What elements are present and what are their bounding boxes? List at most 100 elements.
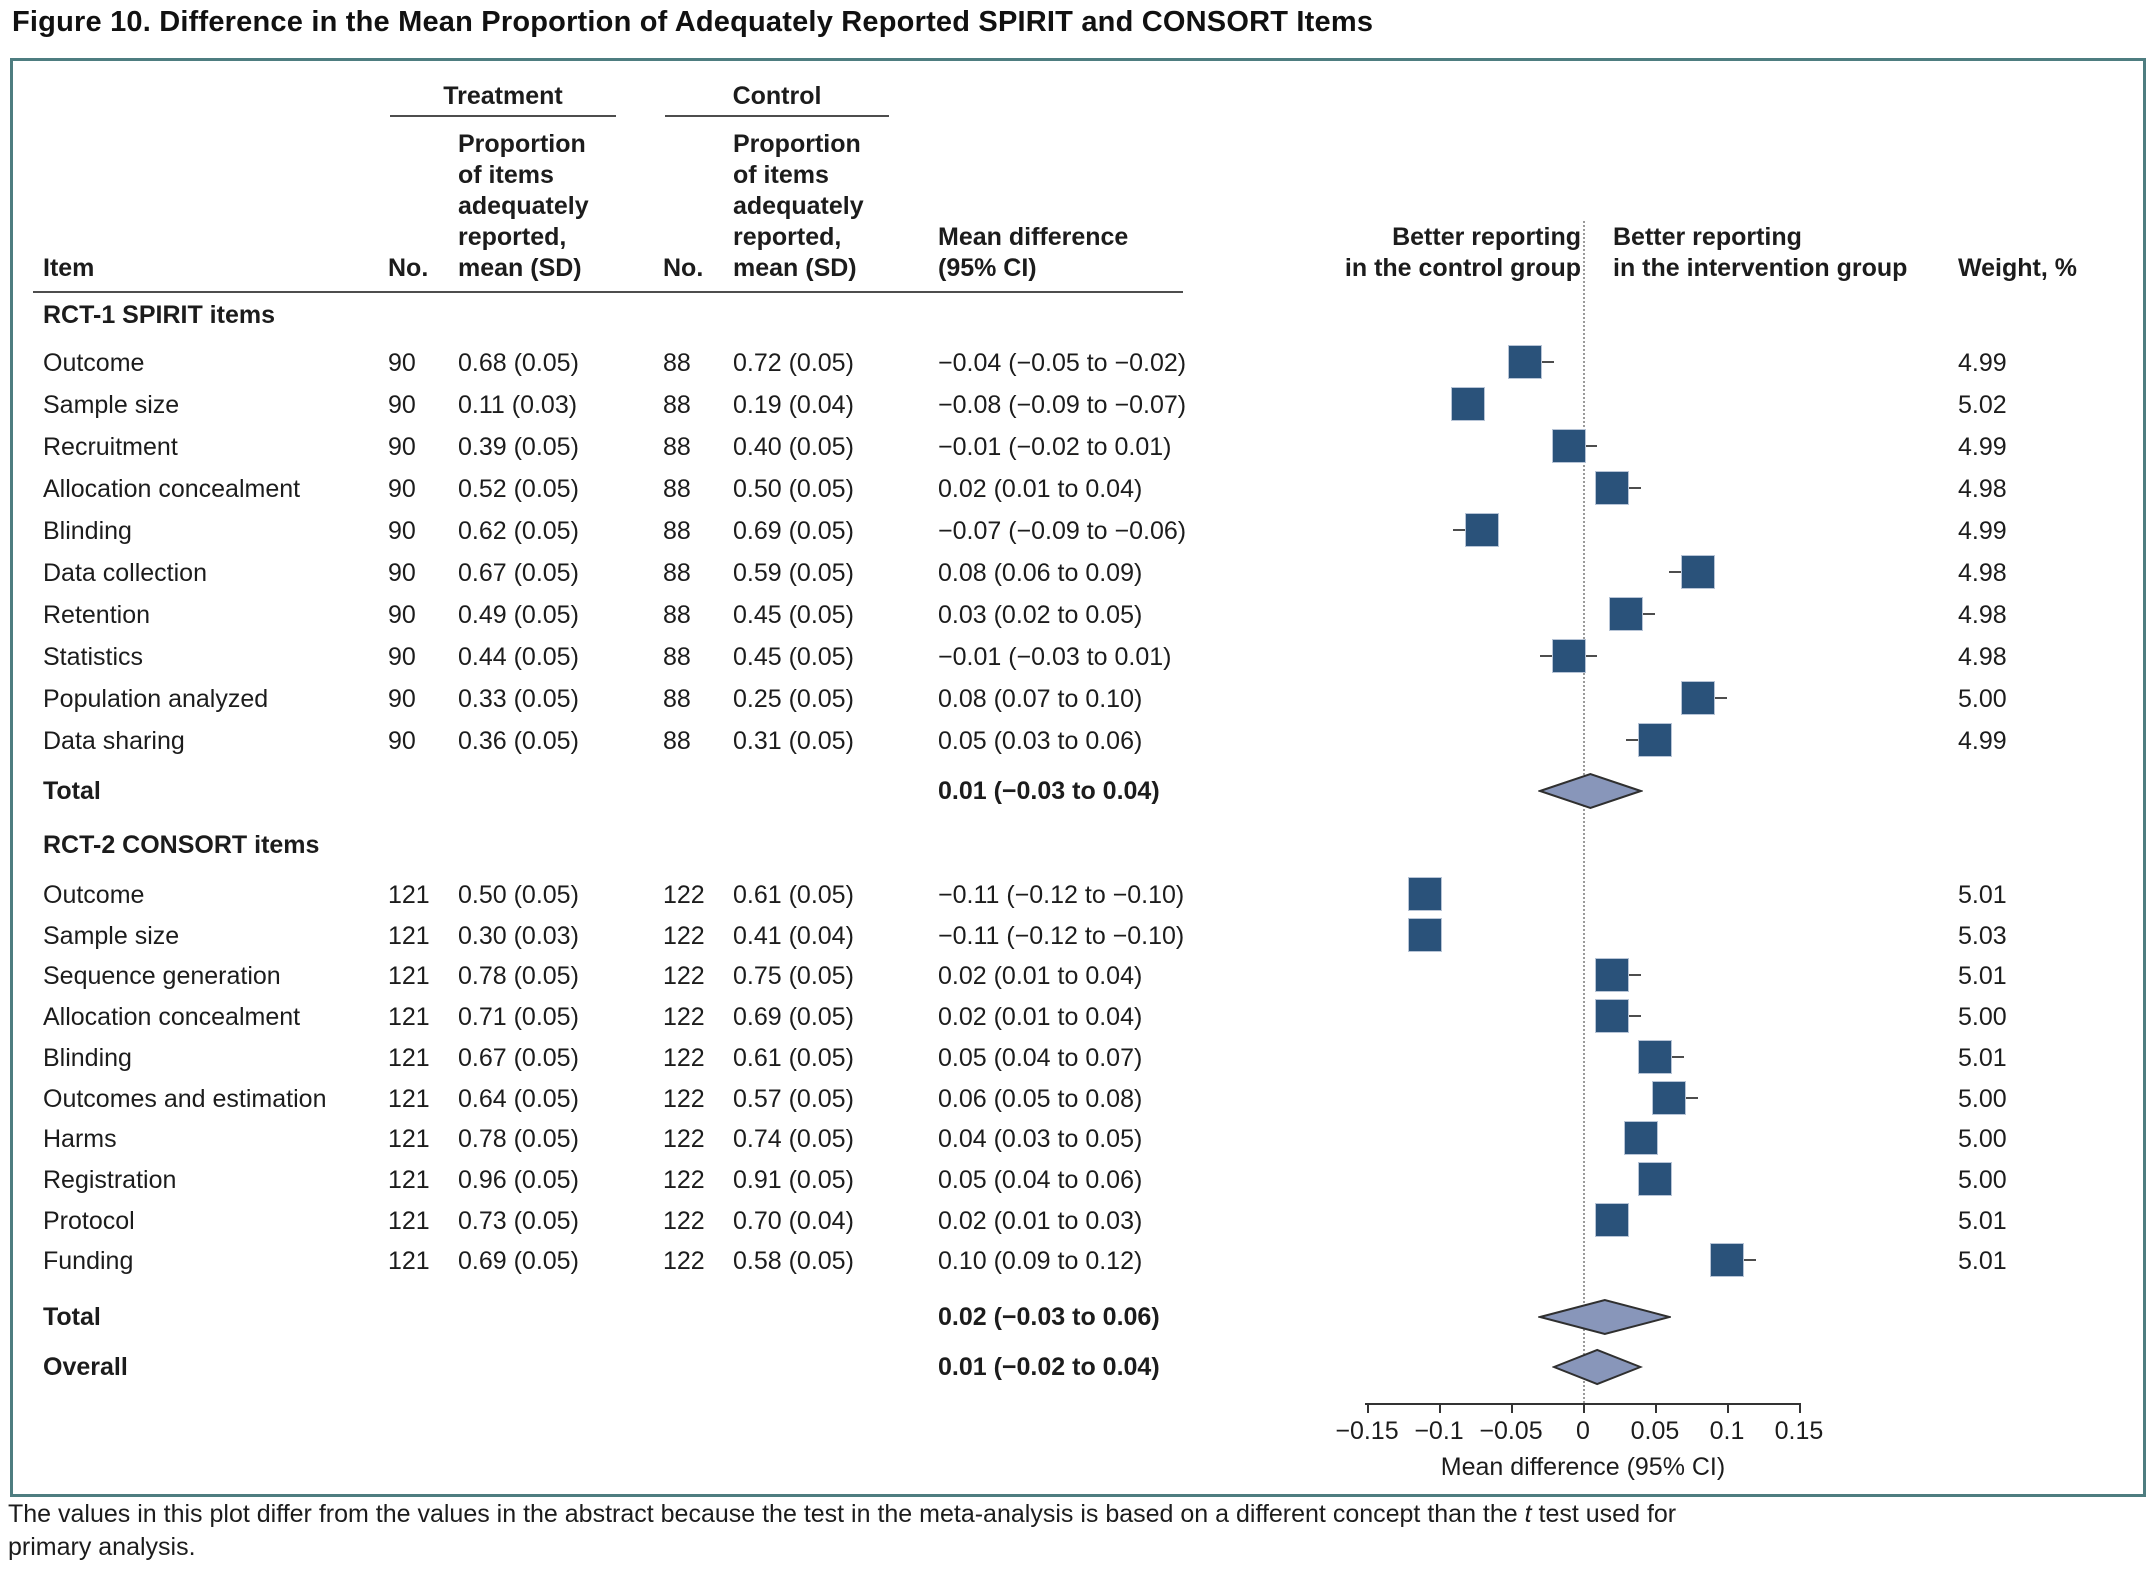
treatment-n: 90 (388, 349, 416, 377)
axis-tick (1727, 1403, 1729, 1413)
treatment-n: 121 (388, 1247, 430, 1275)
treatment-n: 121 (388, 1125, 430, 1153)
table-row: Sequence generation 121 0.78 (0.05) 122 0.75… (13, 962, 2143, 990)
treatment-mean-sd: 0.78 (0.05) (458, 1125, 579, 1153)
mean-difference-value: 0.05 (0.03 to 0.06) (938, 727, 1143, 755)
control-mean-sd: 0.31 (0.05) (733, 727, 854, 755)
treatment-n: 121 (388, 1166, 430, 1194)
treatment-n: 121 (388, 962, 430, 990)
item-label: Allocation concealment (43, 1003, 301, 1031)
total-mean-difference: 0.01 (−0.03 to 0.04) (938, 777, 1160, 805)
treatment-mean-sd: 0.96 (0.05) (458, 1166, 579, 1194)
control-mean-sd: 0.59 (0.05) (733, 559, 854, 587)
effect-square (1508, 345, 1543, 379)
control-n: 88 (663, 685, 691, 713)
item-label: Population analyzed (43, 685, 269, 713)
table-row: Overall 0.01 (−0.02 to 0.04) (13, 1353, 2143, 1381)
treatment-n: 121 (388, 881, 430, 909)
treatment-n: 121 (388, 1207, 430, 1235)
weight-value: 5.01 (1958, 1207, 2007, 1235)
treatment-mean-sd: 0.73 (0.05) (458, 1207, 579, 1235)
item-label: Harms (43, 1125, 117, 1153)
axis-tick (1367, 1403, 1369, 1413)
mean-difference-value: 0.06 (0.05 to 0.08) (938, 1085, 1143, 1113)
treatment-mean-sd: 0.49 (0.05) (458, 601, 579, 629)
axis-tick-label: −0.1 (1414, 1417, 1464, 1445)
effect-square (1407, 877, 1442, 911)
effect-square (1450, 387, 1485, 421)
mean-difference-value: 0.05 (0.04 to 0.07) (938, 1044, 1143, 1072)
control-mean-sd: 0.75 (0.05) (733, 962, 854, 990)
item-label: Protocol (43, 1207, 135, 1235)
mean-difference-value: 0.02 (0.01 to 0.04) (938, 1003, 1143, 1031)
mean-difference-value: −0.04 (−0.05 to −0.02) (938, 349, 1187, 377)
section-header: RCT-2 CONSORT items (43, 831, 320, 859)
effect-square (1465, 513, 1500, 547)
table-row: Blinding 121 0.67 (0.05) 122 0.61 (0.05) 0.05… (13, 1044, 2143, 1072)
axis-tick-label: 0 (1576, 1417, 1590, 1445)
effect-square (1652, 1081, 1687, 1115)
weight-value: 5.00 (1958, 1085, 2007, 1113)
control-mean-sd: 0.45 (0.05) (733, 601, 854, 629)
effect-square (1681, 555, 1716, 589)
treatment-n: 90 (388, 643, 416, 671)
effect-square (1638, 1162, 1672, 1196)
control-n: 122 (663, 962, 705, 990)
treatment-mean-sd: 0.52 (0.05) (458, 475, 579, 503)
effect-square (1594, 999, 1629, 1033)
table-row: Data sharing 90 0.36 (0.05) 88 0.31 (0.05) 0.… (13, 727, 2143, 755)
table-row: Population analyzed 90 0.33 (0.05) 88 0.25 (… (13, 685, 2143, 713)
figure-title: Figure 10. Difference in the Mean Propor… (12, 6, 1374, 38)
table-row: Total 0.02 (−0.03 to 0.06) (13, 1303, 2143, 1331)
better-reporting-control-label: Better reporting in the control group (1344, 223, 1581, 282)
weight-value: 4.98 (1958, 475, 2007, 503)
weight-value: 4.98 (1958, 643, 2007, 671)
figure-border-box: Treatment Control Proportion of items ad… (10, 58, 2146, 1497)
treatment-mean-sd: 0.62 (0.05) (458, 517, 579, 545)
overall-label: Overall (43, 1353, 128, 1381)
table-row: RCT-2 CONSORT items (13, 831, 2143, 859)
treatment-no-column-header: No. (388, 254, 429, 282)
control-mean-sd: 0.50 (0.05) (733, 475, 854, 503)
treatment-mean-sd: 0.71 (0.05) (458, 1003, 579, 1031)
control-group-underline (665, 115, 889, 117)
weight-value: 5.00 (1958, 1003, 2007, 1031)
item-label: Registration (43, 1166, 177, 1194)
footnote-text-post: test used for (1531, 1500, 1677, 1528)
control-mean-sd: 0.69 (0.05) (733, 1003, 854, 1031)
effect-square (1609, 597, 1644, 631)
control-no-column-header: No. (663, 254, 704, 282)
control-n: 88 (663, 517, 691, 545)
treatment-proportion-header: Proportion of items adequately reported,… (458, 130, 589, 282)
summary-diamond (1552, 1348, 1643, 1386)
control-n: 122 (663, 1125, 705, 1153)
table-row: Allocation concealment 121 0.71 (0.05) 122 0… (13, 1003, 2143, 1031)
treatment-mean-sd: 0.67 (0.05) (458, 1044, 579, 1072)
treatment-n: 121 (388, 922, 430, 950)
mean-difference-value: 0.05 (0.04 to 0.06) (938, 1166, 1143, 1194)
effect-square (1681, 681, 1716, 715)
table-row: Registration 121 0.96 (0.05) 122 0.91 (0.05)… (13, 1166, 2143, 1194)
mean-difference-value: −0.08 (−0.09 to −0.07) (938, 391, 1187, 419)
footnote-text-pre: The values in this plot differ from the … (8, 1500, 1525, 1528)
section-header: RCT-1 SPIRIT items (43, 301, 275, 329)
treatment-n: 90 (388, 727, 416, 755)
effect-square (1638, 1040, 1672, 1074)
control-mean-sd: 0.40 (0.05) (733, 433, 854, 461)
control-n: 88 (663, 349, 691, 377)
axis-tick-label: 0.15 (1774, 1417, 1824, 1445)
weight-column-header: Weight, % (1958, 254, 2077, 282)
weight-value: 5.01 (1958, 962, 2007, 990)
table-row: Protocol 121 0.73 (0.05) 122 0.70 (0.04) 0.02… (13, 1207, 2143, 1235)
mean-difference-value: 0.08 (0.06 to 0.09) (938, 559, 1143, 587)
item-label: Blinding (43, 517, 132, 545)
control-mean-sd: 0.45 (0.05) (733, 643, 854, 671)
weight-value: 5.00 (1958, 1125, 2007, 1153)
item-label: Outcome (43, 881, 145, 909)
weight-value: 4.99 (1958, 349, 2007, 377)
effect-square (1551, 639, 1586, 673)
total-label: Total (43, 777, 101, 805)
mean-difference-value: −0.11 (−0.12 to −0.10) (938, 922, 1185, 950)
summary-diamond (1537, 772, 1643, 810)
axis-tick-label: 0.1 (1709, 1417, 1745, 1445)
